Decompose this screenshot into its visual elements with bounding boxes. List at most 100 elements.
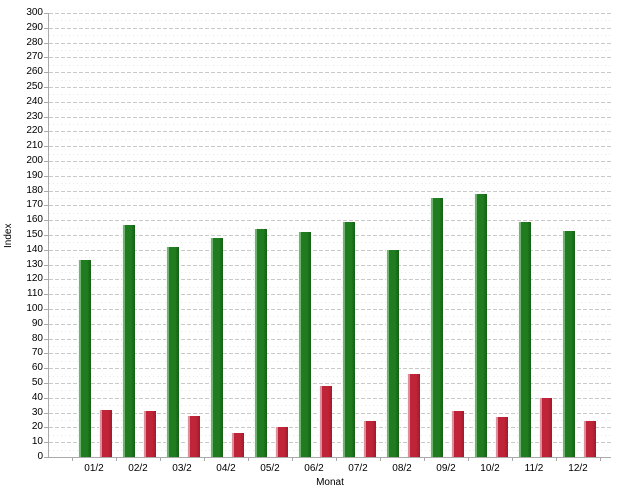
x-category-label: 05/2 (260, 463, 280, 474)
y-tick-mark (44, 265, 48, 266)
bar-red-04/2 (231, 433, 244, 457)
major-gridline (49, 220, 611, 221)
y-tick-label: 200 (26, 155, 43, 166)
minor-gridline (49, 302, 611, 303)
minor-gridline (49, 316, 611, 317)
y-tick-mark (44, 368, 48, 369)
major-gridline (49, 250, 611, 251)
major-gridline (49, 309, 611, 310)
y-tick-mark (44, 146, 48, 147)
minor-gridline (49, 213, 611, 214)
major-gridline (49, 13, 611, 14)
x-tick-mark (336, 458, 337, 461)
major-gridline (49, 383, 611, 384)
bar-red-01/2 (99, 410, 112, 457)
minor-gridline (49, 272, 611, 273)
major-gridline (49, 324, 611, 325)
minor-gridline (49, 139, 611, 140)
x-tick-mark (292, 458, 293, 461)
major-gridline (49, 146, 611, 147)
x-category-label: 12/2 (568, 463, 588, 474)
y-tick-mark (44, 413, 48, 414)
y-tick-label: 140 (26, 244, 43, 255)
minor-gridline (49, 198, 611, 199)
bar-red-06/2 (319, 386, 332, 457)
x-category-label: 03/2 (172, 463, 192, 474)
minor-gridline (49, 168, 611, 169)
x-tick-mark (116, 458, 117, 461)
major-gridline (49, 87, 611, 88)
y-tick-label: 170 (26, 199, 43, 210)
minor-gridline (49, 346, 611, 347)
minor-gridline (49, 257, 611, 258)
y-tick-mark (44, 279, 48, 280)
minor-gridline (49, 109, 611, 110)
bar-red-05/2 (275, 427, 288, 457)
bar-red-03/2 (187, 416, 200, 457)
major-gridline (49, 43, 611, 44)
y-tick-label: 30 (31, 407, 43, 418)
y-tick-label: 60 (31, 362, 43, 373)
minor-gridline (49, 94, 611, 95)
minor-gridline (49, 124, 611, 125)
y-tick-label: 260 (26, 66, 43, 77)
x-category-label: 11/2 (524, 463, 544, 474)
bar-green-10/2 (474, 194, 487, 457)
x-tick-mark (248, 458, 249, 461)
x-category-label: 06/2 (304, 463, 324, 474)
minor-gridline (49, 35, 611, 36)
y-tick-mark (44, 442, 48, 443)
y-tick-mark (44, 383, 48, 384)
x-category-label: 09/2 (436, 463, 456, 474)
y-tick-label: 70 (31, 347, 43, 358)
major-gridline (49, 102, 611, 103)
x-tick-mark (556, 458, 557, 461)
x-category-label: 02/2 (128, 463, 148, 474)
bar-green-05/2 (254, 229, 267, 457)
major-gridline (49, 265, 611, 266)
y-tick-label: 150 (26, 229, 43, 240)
bar-red-09/2 (451, 411, 464, 457)
x-tick-mark (204, 458, 205, 461)
y-tick-label: 160 (26, 214, 43, 225)
y-tick-label: 240 (26, 96, 43, 107)
y-tick-label: 100 (26, 303, 43, 314)
minor-gridline (49, 65, 611, 66)
bar-green-03/2 (166, 247, 179, 457)
bar-red-10/2 (495, 417, 508, 457)
x-category-label: 04/2 (216, 463, 236, 474)
y-tick-mark (44, 309, 48, 310)
minor-gridline (49, 20, 611, 21)
major-gridline (49, 191, 611, 192)
bar-red-12/2 (583, 421, 596, 457)
bar-green-08/2 (386, 250, 399, 457)
y-tick-mark (44, 457, 48, 458)
y-tick-mark (44, 57, 48, 58)
y-tick-mark (44, 398, 48, 399)
y-tick-label: 270 (26, 51, 43, 62)
y-tick-mark (44, 161, 48, 162)
y-tick-mark (44, 427, 48, 428)
y-tick-label: 90 (31, 318, 43, 329)
bar-red-02/2 (143, 411, 156, 457)
major-gridline (49, 72, 611, 73)
minor-gridline (49, 287, 611, 288)
bar-green-06/2 (298, 232, 311, 457)
minor-gridline (49, 154, 611, 155)
y-tick-label: 130 (26, 259, 43, 270)
y-tick-label: 120 (26, 273, 43, 284)
bar-green-07/2 (342, 222, 355, 457)
bar-green-11/2 (518, 222, 531, 457)
y-tick-label: 290 (26, 22, 43, 33)
plot-area (48, 13, 611, 458)
y-tick-label: 80 (31, 333, 43, 344)
y-tick-label: 280 (26, 37, 43, 48)
y-tick-mark (44, 220, 48, 221)
y-tick-mark (44, 205, 48, 206)
y-tick-label: 20 (31, 421, 43, 432)
y-tick-mark (44, 43, 48, 44)
minor-gridline (49, 376, 611, 377)
major-gridline (49, 294, 611, 295)
major-gridline (49, 117, 611, 118)
